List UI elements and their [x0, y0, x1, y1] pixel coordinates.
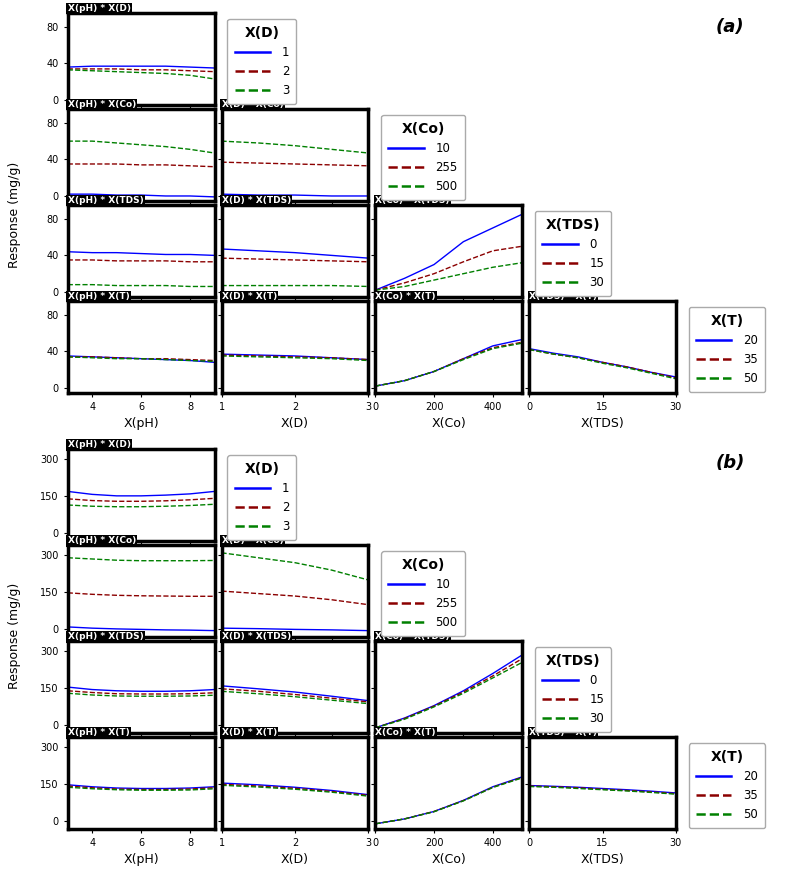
Text: X(pH) * X(D): X(pH) * X(D) [68, 440, 131, 449]
Text: X(D) * X(Co): X(D) * X(Co) [222, 537, 283, 545]
Text: X(Co) * X(T): X(Co) * X(T) [375, 728, 436, 738]
Legend: 10, 255, 500: 10, 255, 500 [381, 115, 465, 200]
Legend: 10, 255, 500: 10, 255, 500 [381, 552, 465, 636]
Text: X(D) * X(T): X(D) * X(T) [222, 728, 277, 738]
Text: Response (mg/g): Response (mg/g) [8, 161, 21, 268]
Legend: 20, 35, 50: 20, 35, 50 [689, 307, 765, 392]
Text: X(D) * X(TDS): X(D) * X(TDS) [222, 632, 291, 641]
Text: X(Co) * X(TDS): X(Co) * X(TDS) [375, 196, 450, 205]
Text: X(D) * X(TDS): X(D) * X(TDS) [222, 196, 291, 205]
Text: X(Co) * X(TDS): X(Co) * X(TDS) [375, 632, 450, 641]
Text: X(pH) * X(T): X(pH) * X(T) [68, 728, 129, 738]
Text: X(pH) * X(TDS): X(pH) * X(TDS) [68, 196, 143, 205]
Legend: 1, 2, 3: 1, 2, 3 [227, 455, 296, 540]
X-axis label: X(pH): X(pH) [124, 417, 159, 430]
X-axis label: X(pH): X(pH) [124, 853, 159, 866]
Text: X(TDS) * X(T): X(TDS) * X(T) [529, 292, 597, 301]
Text: (b): (b) [716, 454, 745, 472]
Text: X(pH) * X(Co): X(pH) * X(Co) [68, 100, 136, 109]
Text: X(Co) * X(T): X(Co) * X(T) [375, 292, 436, 301]
Text: Response (mg/g): Response (mg/g) [8, 582, 21, 689]
X-axis label: X(TDS): X(TDS) [581, 417, 624, 430]
Text: X(pH) * X(Co): X(pH) * X(Co) [68, 537, 136, 545]
X-axis label: X(D): X(D) [281, 853, 309, 866]
Legend: 0, 15, 30: 0, 15, 30 [535, 647, 611, 732]
Text: X(pH) * X(T): X(pH) * X(T) [68, 292, 129, 301]
Legend: 0, 15, 30: 0, 15, 30 [535, 211, 611, 296]
X-axis label: X(D): X(D) [281, 417, 309, 430]
Text: X(pH) * X(TDS): X(pH) * X(TDS) [68, 632, 143, 641]
X-axis label: X(Co): X(Co) [431, 853, 466, 866]
Text: X(pH) * X(D): X(pH) * X(D) [68, 4, 131, 13]
Legend: 1, 2, 3: 1, 2, 3 [227, 19, 296, 104]
Text: X(D) * X(T): X(D) * X(T) [222, 292, 277, 301]
Text: (a): (a) [716, 18, 744, 36]
X-axis label: X(Co): X(Co) [431, 417, 466, 430]
X-axis label: X(TDS): X(TDS) [581, 853, 624, 866]
Legend: 20, 35, 50: 20, 35, 50 [689, 743, 765, 828]
Text: X(TDS) * X(T): X(TDS) * X(T) [529, 728, 597, 738]
Text: X(D) * X(Co): X(D) * X(Co) [222, 100, 283, 109]
